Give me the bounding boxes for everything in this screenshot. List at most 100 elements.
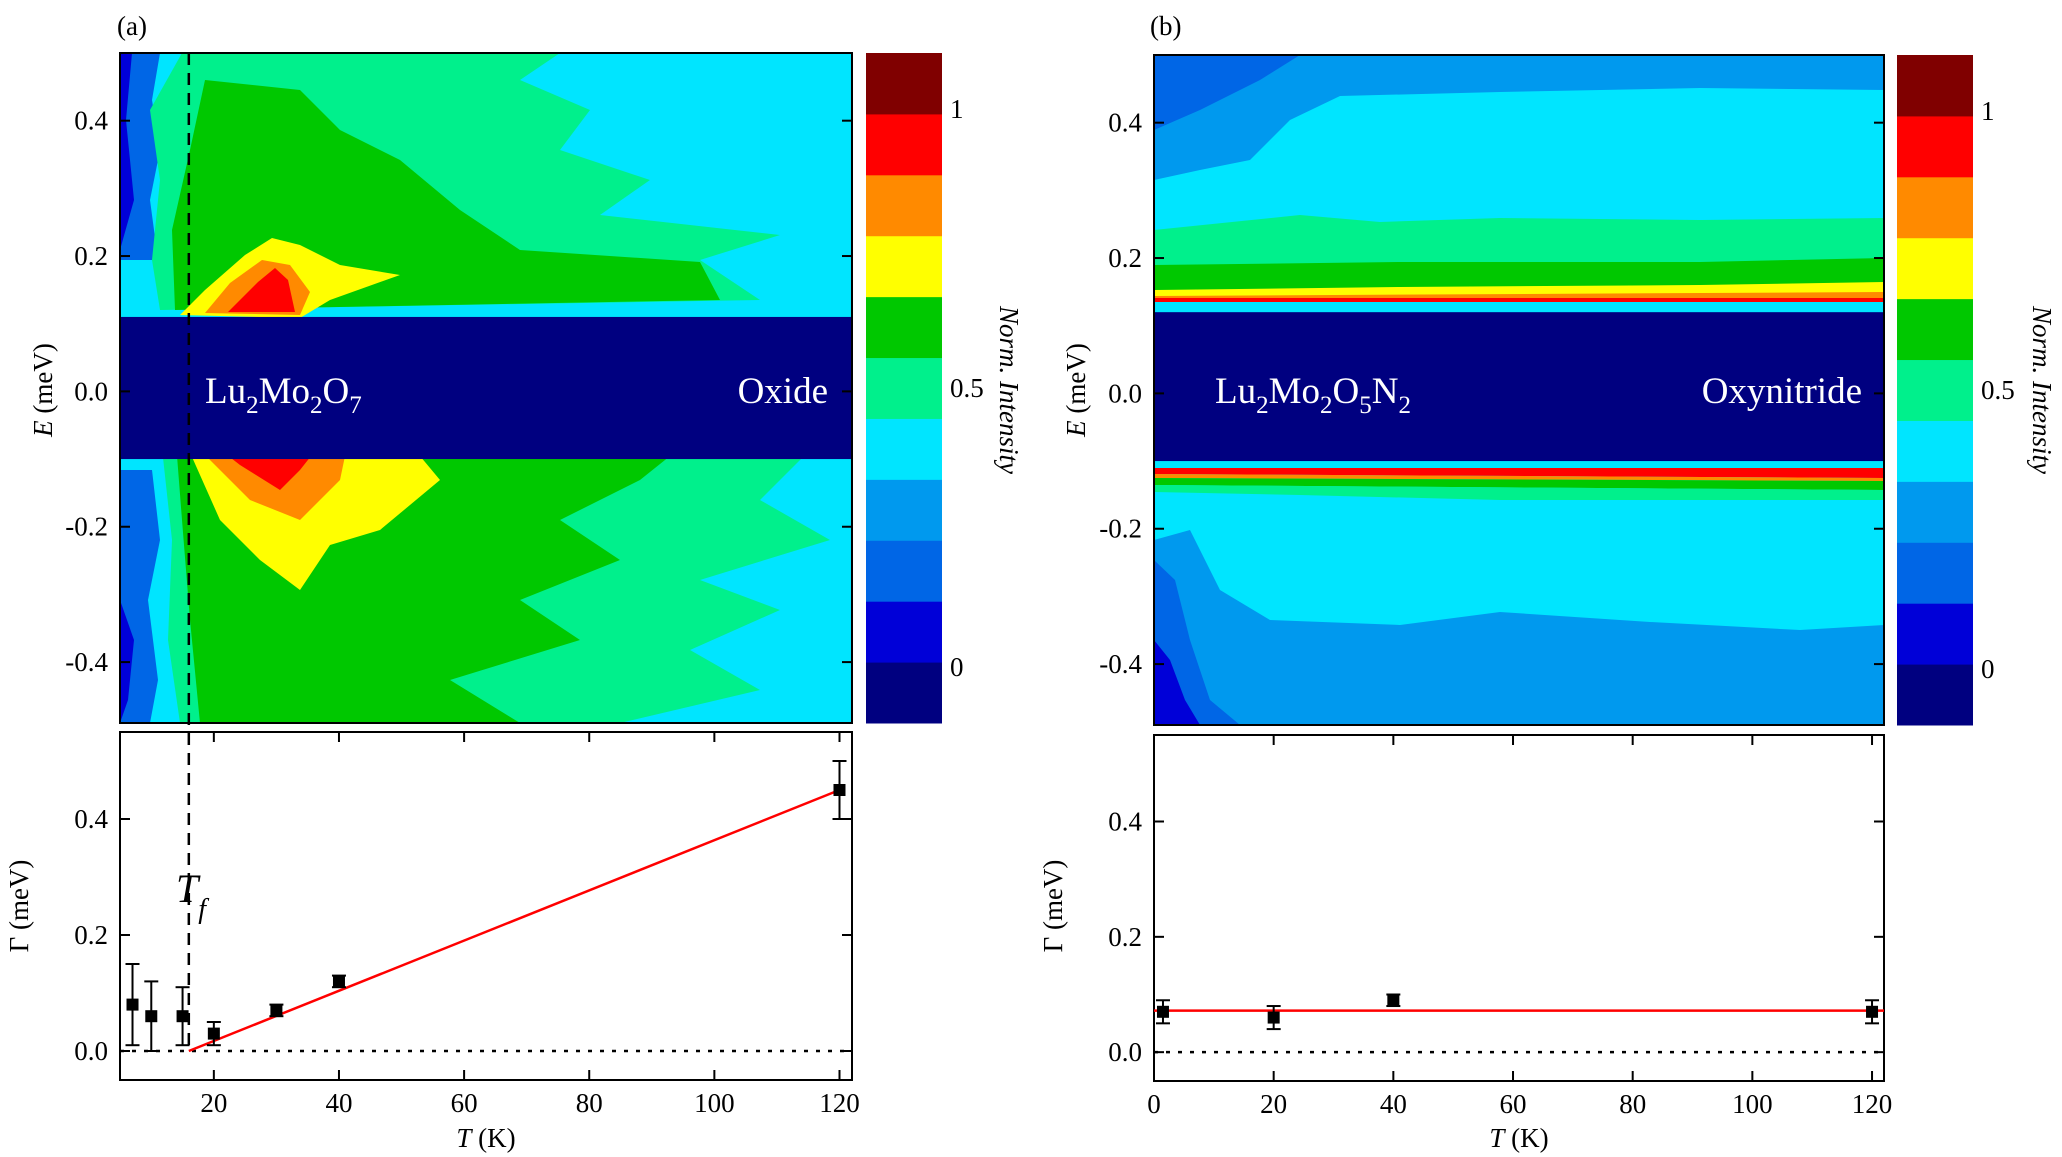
colorbar-level — [1897, 664, 1973, 726]
panel-b-colorbar-title: Norm. Intensity — [2027, 305, 2057, 474]
panel-a-heatmap-yticks: -0.4 -0.2 0.0 0.2 0.4 — [65, 106, 852, 677]
data-point — [145, 1010, 158, 1023]
panel-a-heatmap-frame — [119, 52, 853, 724]
scatter-ytick-label: 0.4 — [74, 804, 108, 834]
heat-ytick-label: 0.0 — [74, 376, 108, 406]
colorbar-tick-label: 1 — [1981, 96, 1995, 126]
colorbar-level — [866, 357, 942, 419]
panel-b-label: (b) — [1150, 11, 1181, 41]
panel-b-sample-type: Oxynitride — [1702, 371, 1862, 412]
panel-b-heatmap-yticks: -0.4 -0.2 0.0 0.2 0.4 — [1099, 108, 1884, 679]
heat-ytick-label: 0.0 — [1108, 378, 1142, 408]
heatmap-a-low-strip — [120, 53, 160, 723]
heat-ytick-label: -0.4 — [65, 647, 108, 677]
colorbar-tick-label: 0 — [950, 652, 964, 682]
panel-a-colorbar-title: Norm. Intensity — [994, 305, 1024, 474]
heatmap-b-lower-blue-3 — [1154, 640, 1200, 725]
panel-b-heatmap-ylabel: E (meV) — [1061, 343, 1091, 438]
scatter-xtick-label: 60 — [1500, 1089, 1527, 1119]
heatmap-b-upper-red — [1154, 298, 1884, 302]
heatmap-a-lowest-strip — [120, 53, 134, 250]
scatter-xtick-label: 120 — [1852, 1089, 1893, 1119]
heatmap-a-red-upper — [228, 268, 295, 312]
colorbar-level — [1897, 237, 1973, 300]
panel-b-scatter-frame — [1153, 734, 1885, 1082]
panel-a-label: (a) — [117, 11, 147, 41]
colorbar-level — [866, 540, 942, 602]
colorbar-level — [1897, 420, 1973, 482]
colorbar-level — [866, 235, 942, 298]
fit-line — [188, 788, 840, 1053]
colorbar-level — [1897, 603, 1973, 665]
colorbar-level — [1897, 55, 1973, 117]
panel-a-scatter: 20 40 60 80 100 120 0.0 0.2 0.4 — [74, 732, 860, 1118]
colorbar-level — [1897, 115, 1973, 178]
data-point — [1387, 994, 1400, 1007]
data-point — [833, 784, 846, 796]
heat-ytick-label: -0.4 — [1099, 649, 1142, 679]
scatter-xtick-label: 120 — [819, 1088, 860, 1118]
scatter-xtick-label: 100 — [1732, 1089, 1773, 1119]
data-point — [1267, 1011, 1280, 1024]
colorbar-level — [866, 113, 942, 176]
panel-a-sample-type: Oxide — [738, 371, 828, 412]
scatter-ytick-label: 0.2 — [74, 920, 108, 950]
scatter-xtick-label: 0 — [1147, 1089, 1161, 1119]
panel-a-sample-formula: Lu2Mo2O7 — [205, 371, 362, 419]
panel-a-heatmap — [120, 53, 852, 723]
data-point — [207, 1027, 220, 1040]
panel-b-scatter-ylabel: Γ (meV) — [1038, 860, 1068, 953]
colorbar-level — [1897, 298, 1973, 361]
panel-b-heatmap-frame — [1153, 54, 1885, 726]
colorbar-tick-label: 0 — [1981, 654, 1995, 684]
data-point — [1866, 1005, 1879, 1018]
panel-a-scatter-xlabel: T (K) — [456, 1123, 515, 1153]
scatter-xtick-label: 40 — [325, 1088, 352, 1118]
heatmap-b-elastic-band — [1154, 312, 1884, 462]
colorbar-level — [866, 601, 942, 663]
heat-ytick-label: -0.2 — [1099, 514, 1142, 544]
tf-label: Tf — [176, 866, 209, 925]
panel-a-heatmap-ylabel: E (meV) — [28, 343, 58, 438]
colorbar-level — [1897, 542, 1973, 604]
panel-b-heatmap — [1154, 55, 1884, 725]
heatmap-b-upper-blue-2 — [1154, 55, 1300, 130]
panel-a-colorbar: 00.51 — [866, 53, 984, 724]
colorbar-tick-label: 0.5 — [950, 373, 984, 403]
scatter-xtick-label: 20 — [1260, 1089, 1287, 1119]
heatmap-b-lower-green — [1154, 478, 1884, 490]
colorbar-level — [1897, 176, 1973, 239]
heat-ytick-label: 0.4 — [1108, 108, 1142, 138]
colorbar-level — [866, 53, 942, 115]
scatter-ytick-label: 0.0 — [74, 1036, 108, 1066]
colorbar-level — [866, 174, 942, 237]
panel-b-scatter-xlabel: T (K) — [1489, 1123, 1548, 1153]
heatmap-a-elastic-band — [120, 316, 852, 460]
panel-b-sample-formula: Lu2Mo2O5N2 — [1215, 371, 1411, 419]
heatmap-b-lower-green-2 — [1154, 485, 1884, 500]
colorbar-level — [866, 662, 942, 724]
data-point — [126, 998, 139, 1011]
data-point — [270, 1004, 283, 1017]
data-point — [176, 1010, 189, 1023]
scatter-xtick-label: 60 — [451, 1088, 478, 1118]
scatter-xtick-label: 80 — [1619, 1089, 1646, 1119]
colorbar-level — [866, 418, 942, 480]
scatter-ytick-label: 0.4 — [1108, 807, 1142, 837]
colorbar-tick-label: 1 — [950, 94, 964, 124]
panel-a-scatter-ylabel: Γ (meV) — [4, 860, 34, 953]
heatmap-b-lower-orange — [1154, 474, 1884, 481]
panel-b-colorbar: 00.51 — [1897, 55, 2015, 726]
scatter-xtick-label: 80 — [576, 1088, 603, 1118]
data-point — [1156, 1005, 1169, 1018]
heat-ytick-label: 0.2 — [1108, 243, 1142, 273]
heat-ytick-label: 0.2 — [74, 241, 108, 271]
colorbar-level — [866, 479, 942, 541]
heatmap-b-upper-blue — [1154, 55, 1884, 180]
colorbar-level — [1897, 359, 1973, 421]
colorbar-level — [866, 296, 942, 359]
data-point — [332, 975, 345, 988]
scatter-xtick-label: 100 — [694, 1088, 735, 1118]
panel-a-scatter-frame — [119, 731, 853, 1081]
